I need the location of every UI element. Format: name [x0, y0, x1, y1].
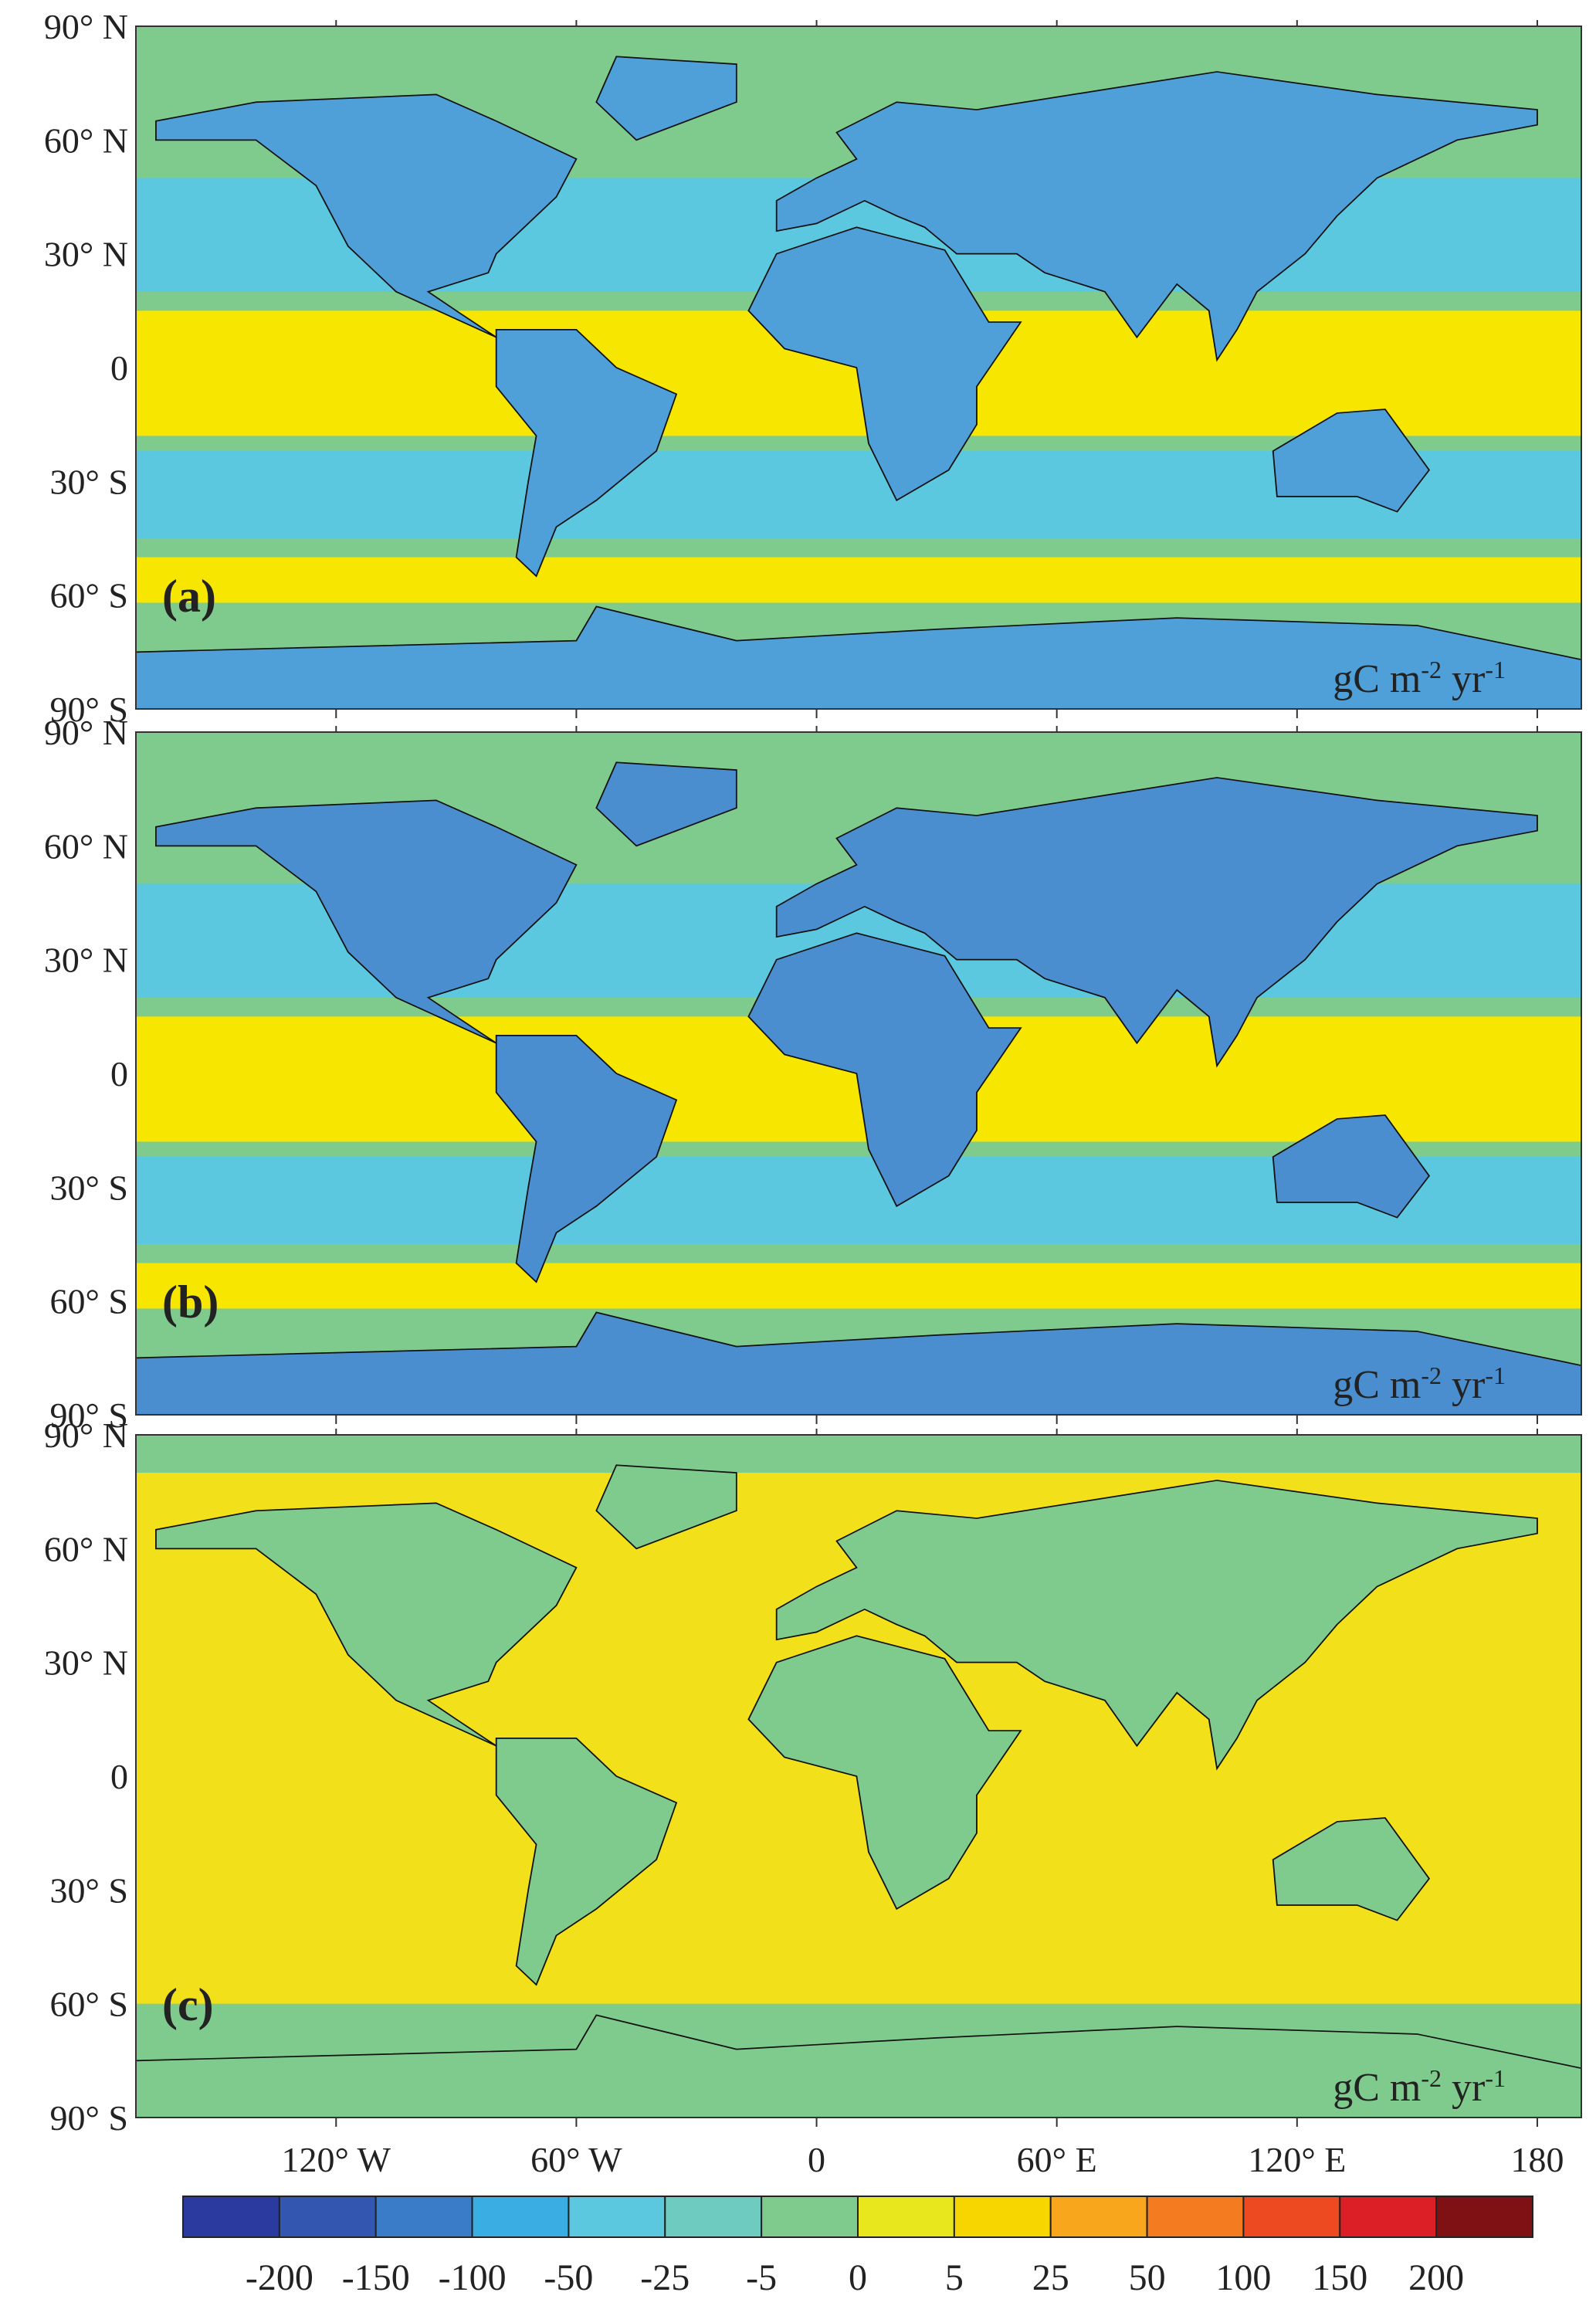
color-box: [761, 2196, 859, 2238]
lat-label: 60° N: [44, 1529, 128, 1568]
lon-label: 0: [808, 2140, 825, 2179]
map-panel: 90° N 60° N 30° N 0 30° S 60° S 90° S (c) gC m-2…: [44, 1416, 1582, 2138]
lat-label: 90° N: [44, 1416, 128, 1455]
lat-label: 0: [110, 348, 128, 388]
unit-part: gC m: [1333, 1363, 1421, 1407]
panel-label: (a): [162, 571, 216, 622]
colorbar-tick-label: -200: [246, 2257, 313, 2295]
lon-label: 60° W: [530, 2140, 622, 2179]
map-frame: [135, 25, 1582, 710]
lat-label: 90° N: [44, 713, 128, 752]
unit-part: -2: [1421, 1361, 1442, 1389]
color-box: [471, 2196, 570, 2238]
color-box: [857, 2196, 955, 2238]
lat-label: 30° N: [44, 941, 128, 980]
map-frame: [135, 1434, 1582, 2118]
color-box: [182, 2196, 280, 2238]
lat-label: 90° S: [50, 2098, 128, 2138]
colorbar-tick-label: 100: [1215, 2257, 1271, 2295]
color-box: [278, 2196, 377, 2238]
lon-label: 120° W: [282, 2140, 391, 2179]
lat-label: 90° S: [50, 1395, 128, 1435]
lon-label: 60° E: [1017, 2140, 1097, 2179]
color-box: [1242, 2196, 1341, 2238]
colorbar-tick-label: 50: [1129, 2257, 1166, 2295]
ocean-band: [136, 557, 1581, 603]
colorbar-tick-label: 150: [1312, 2257, 1367, 2295]
colorbar-tick-label: 200: [1408, 2257, 1464, 2295]
colorbar-tick-label: -100: [439, 2257, 507, 2295]
lat-label: 30° S: [50, 462, 128, 501]
lat-label: 60° N: [44, 826, 128, 866]
lat-label: 0: [110, 1757, 128, 1796]
unit-part: gC m: [1333, 657, 1421, 701]
color-box: [953, 2196, 1052, 2238]
lat-label: 90° S: [50, 690, 128, 729]
color-box: [1049, 2196, 1148, 2238]
panel-label: (b): [162, 1277, 219, 1328]
colorbar: -200 -150 -100 -50 -25 -5 0 5 25 50 100 150 200: [182, 2196, 1533, 2298]
unit-label: gC m-2 yr-1: [1333, 656, 1506, 701]
colorbar-tick-label: 5: [945, 2257, 964, 2295]
lat-label: 30° S: [50, 1168, 128, 1207]
color-box: [1146, 2196, 1245, 2238]
colorbar-tick-label: 0: [849, 2257, 867, 2295]
colorbar-tick-label: -5: [746, 2257, 777, 2295]
lat-label: 30° N: [44, 235, 128, 274]
longitude-axis: 120° W 60° W 0 60° E 120° E 180: [282, 2140, 1564, 2179]
unit-label: gC m-2 yr-1: [1333, 1361, 1506, 1407]
unit-part: yr: [1442, 657, 1485, 701]
lat-label: 90° N: [44, 7, 128, 46]
ocean-band: [136, 1263, 1581, 1309]
lat-label: 30° S: [50, 1870, 128, 1910]
unit-part: -2: [1421, 2064, 1442, 2092]
color-box: [568, 2196, 666, 2238]
lat-label: 60° N: [44, 120, 128, 160]
lat-label: 60° S: [50, 1985, 128, 2024]
map-panel: 90° N 60° N 30° N 0 30° S 60° S 90° S (a) gC m-2…: [44, 7, 1582, 729]
unit-label: gC m-2 yr-1: [1333, 2064, 1506, 2110]
color-box: [664, 2196, 763, 2238]
color-box: [1339, 2196, 1438, 2238]
unit-part: -1: [1485, 1361, 1506, 1389]
unit-part: yr: [1442, 1363, 1485, 1407]
unit-part: yr: [1442, 2066, 1485, 2110]
colorbar-tick-label: -50: [544, 2257, 593, 2295]
unit-part: -1: [1485, 2064, 1506, 2092]
unit-part: gC m: [1333, 2066, 1421, 2110]
lat-label: 0: [110, 1054, 128, 1094]
colorbar-tick-label: -150: [342, 2257, 410, 2295]
map-frame: [135, 731, 1582, 1416]
lon-label: 120° E: [1248, 2140, 1346, 2179]
unit-part: -2: [1421, 656, 1442, 683]
unit-part: -1: [1485, 656, 1506, 683]
panel-label: (c): [162, 1979, 214, 2030]
color-box: [1435, 2196, 1533, 2238]
colorbar-tick-label: 25: [1032, 2257, 1069, 2295]
color-box: [374, 2196, 473, 2238]
lon-label: 180: [1510, 2140, 1564, 2179]
colorbar-tick-label: -25: [640, 2257, 690, 2295]
map-panel: 90° N 60° N 30° N 0 30° S 60° S 90° S (b) gC m-2…: [44, 713, 1582, 1435]
lat-label: 60° S: [50, 576, 128, 615]
lat-label: 30° N: [44, 1643, 128, 1683]
lat-label: 60° S: [50, 1282, 128, 1321]
